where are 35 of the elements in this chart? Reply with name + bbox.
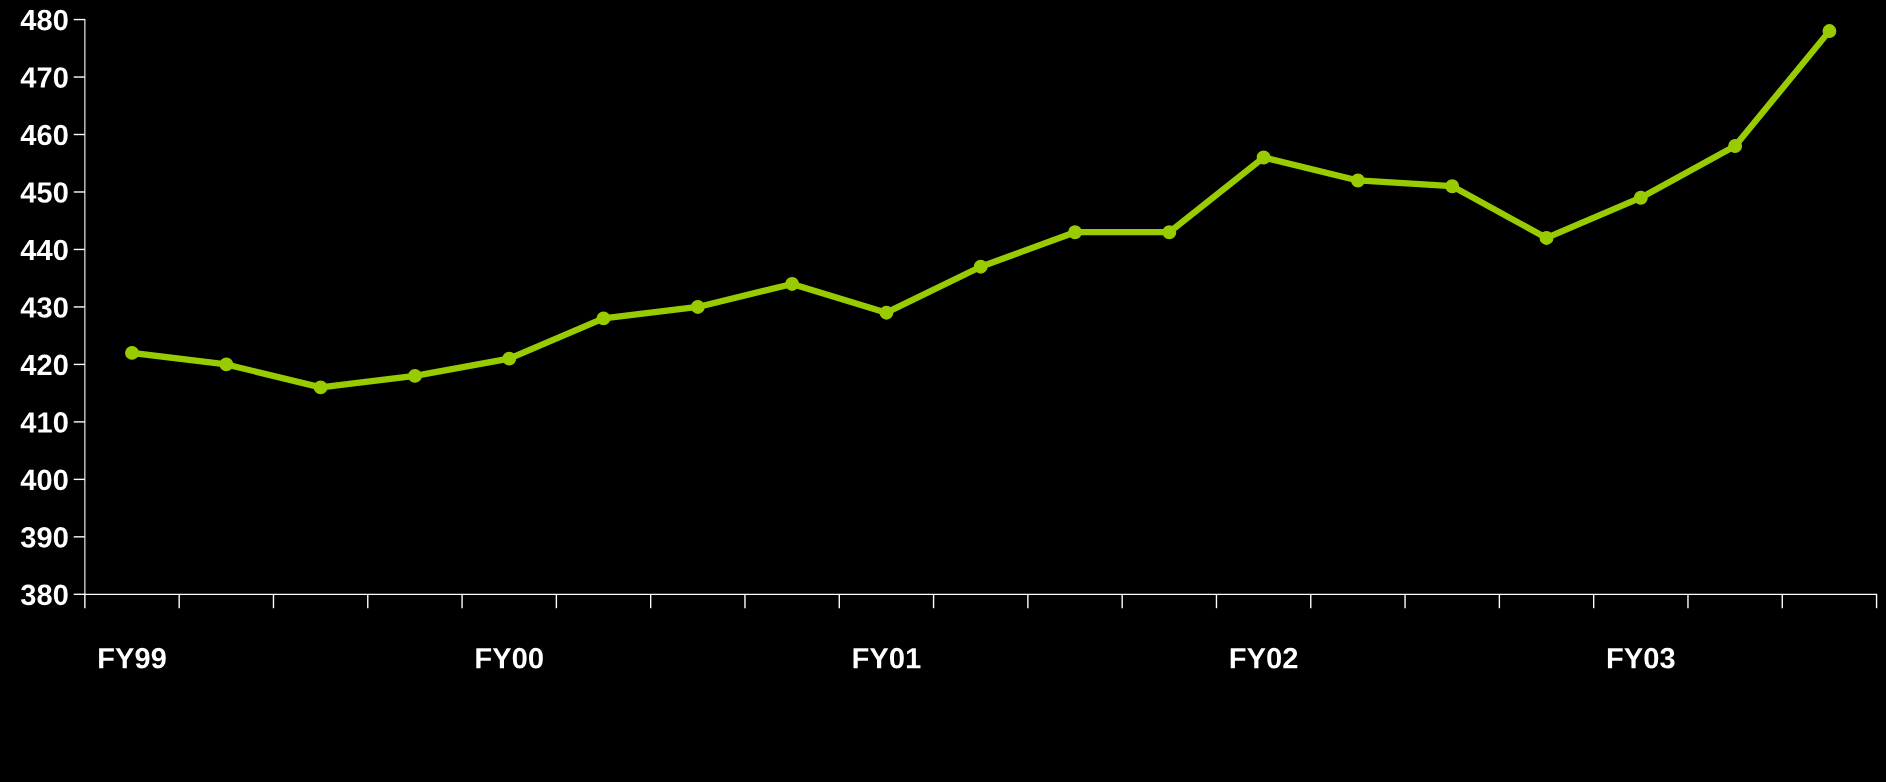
x-tick-label: FY01	[853, 647, 921, 669]
y-tick-label: 430	[20, 297, 68, 318]
y-tick-label: 380	[20, 584, 68, 606]
point	[502, 351, 517, 366]
y-tick-label: 400	[20, 469, 68, 491]
point	[313, 380, 328, 395]
point	[1539, 231, 1554, 245]
point	[125, 345, 139, 360]
y-tick-label: 440	[20, 239, 68, 261]
point	[1445, 179, 1460, 194]
point	[1822, 24, 1837, 38]
x-tick-label: FY03	[1607, 647, 1675, 669]
y-tick-label: 390	[20, 527, 68, 548]
point	[1256, 150, 1271, 165]
y-tick-label: 470	[20, 67, 68, 88]
x-tick-label: FY02	[1230, 647, 1298, 669]
y-tick-label: 480	[20, 9, 68, 31]
point	[785, 276, 800, 291]
point	[407, 368, 422, 383]
x-tick-label: FY99	[99, 647, 166, 669]
y-tick-label: 410	[20, 412, 68, 433]
y-tick-label: 420	[20, 354, 68, 376]
point	[1350, 173, 1365, 188]
point	[596, 311, 611, 326]
y-tick-label: 450	[20, 182, 68, 203]
point	[1633, 190, 1648, 205]
point	[879, 305, 894, 320]
x-tick-label: FY00	[476, 647, 543, 669]
point	[1728, 139, 1743, 153]
point	[973, 259, 988, 274]
point	[1162, 225, 1177, 240]
point	[690, 299, 705, 314]
y-tick-label: 460	[20, 124, 68, 146]
point	[219, 357, 234, 372]
point	[1068, 225, 1082, 240]
